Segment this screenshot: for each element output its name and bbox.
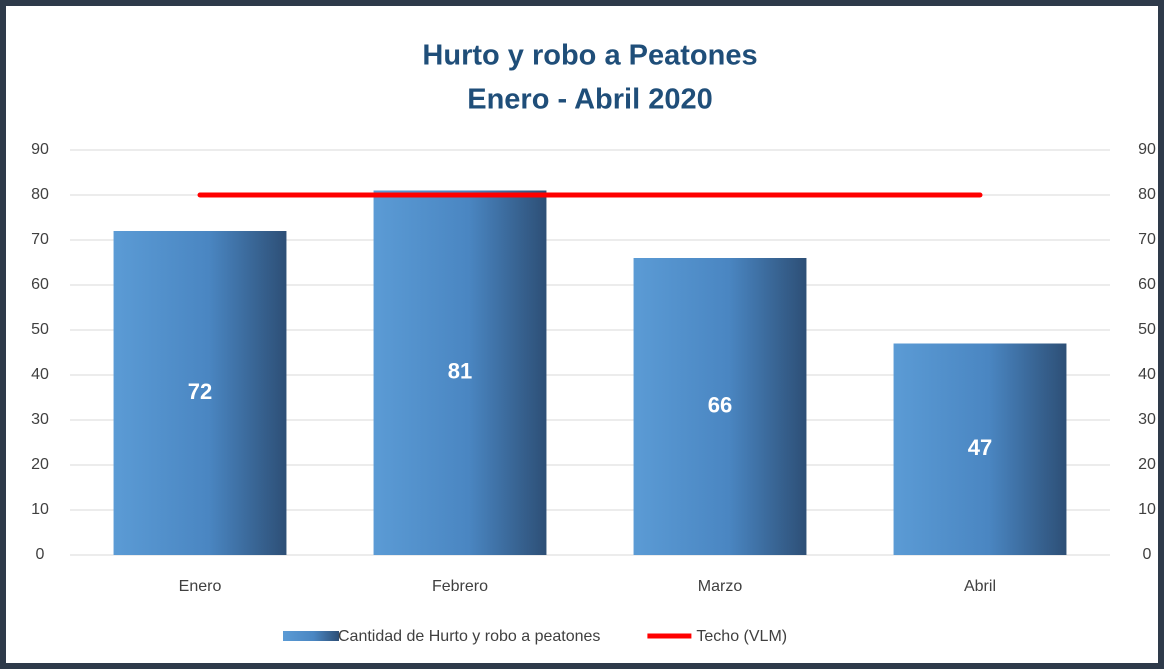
- y-tick-label: 90: [31, 141, 49, 158]
- legend-swatch: [283, 631, 339, 641]
- y-tick-label: 20: [31, 456, 49, 473]
- y2-tick-label: 20: [1138, 456, 1156, 473]
- x-tick-label: Abril: [964, 578, 996, 595]
- data-label: 81: [448, 359, 472, 384]
- x-tick-label: Enero: [179, 578, 222, 595]
- y-tick-label: 0: [36, 546, 45, 563]
- bar: [893, 343, 1067, 555]
- y2-tick-label: 10: [1138, 501, 1156, 518]
- x-tick-label: Marzo: [698, 578, 743, 595]
- y2-tick-label: 50: [1138, 321, 1156, 338]
- data-label: 72: [188, 379, 212, 404]
- y2-tick-label: 60: [1138, 276, 1156, 293]
- y2-tick-label: 30: [1138, 411, 1156, 428]
- y2-tick-label: 90: [1138, 141, 1156, 158]
- x-tick-label: Febrero: [432, 578, 488, 595]
- data-label: 47: [968, 435, 992, 460]
- chart-title: Hurto y robo a Peatones: [422, 40, 757, 72]
- y-tick-label: 10: [31, 501, 49, 518]
- y2-tick-label: 80: [1138, 186, 1156, 203]
- y2-tick-label: 40: [1138, 366, 1156, 383]
- legend-label: Techo (VLM): [696, 628, 787, 645]
- chart-subtitle: Enero - Abril 2020: [467, 84, 713, 116]
- legend-label: Cantidad de Hurto y robo a peatones: [338, 628, 600, 645]
- bar: [373, 190, 547, 555]
- bar: [633, 258, 807, 555]
- y2-tick-label: 0: [1143, 546, 1152, 563]
- y-tick-label: 40: [31, 366, 49, 383]
- y2-tick-label: 70: [1138, 231, 1156, 248]
- y-tick-label: 50: [31, 321, 49, 338]
- y-tick-label: 80: [31, 186, 49, 203]
- y-tick-label: 60: [31, 276, 49, 293]
- bar: [113, 231, 287, 555]
- data-label: 66: [708, 392, 732, 417]
- y-tick-label: 70: [31, 231, 49, 248]
- y-tick-label: 30: [31, 411, 49, 428]
